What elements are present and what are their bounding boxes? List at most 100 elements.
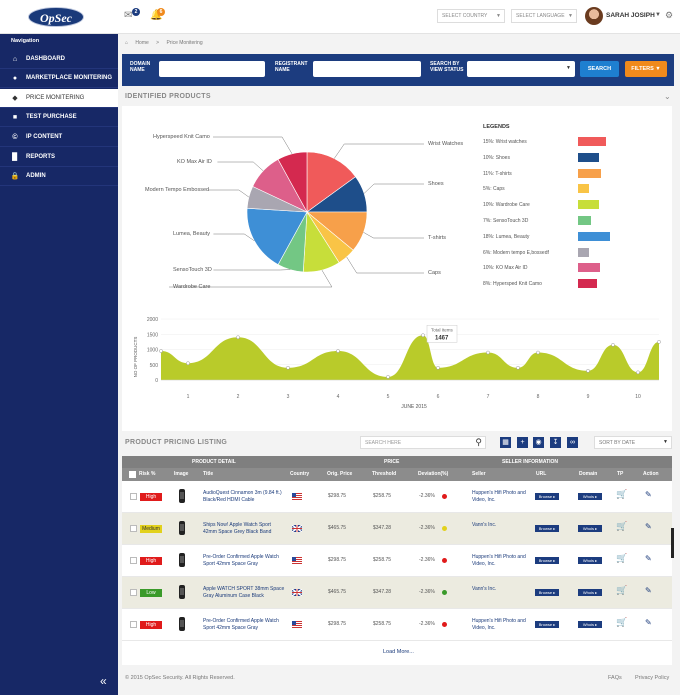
data-point[interactable]	[336, 349, 340, 353]
table-row[interactable]: High AudioQuest Cinnamon 3m (9.84 ft.) Bl…	[122, 481, 672, 513]
browse-button[interactable]: Browse ▸	[535, 621, 559, 628]
whois-button[interactable]: Whois ▸	[578, 557, 602, 564]
language-select[interactable]: SELECT LANGUAGE ▼	[511, 9, 577, 23]
collapse-chevron-icon[interactable]: ⌄	[664, 92, 671, 101]
product-title-link[interactable]: Pre-Order Confirmed Apple Watch Sport 42…	[203, 618, 279, 631]
data-point[interactable]	[421, 333, 425, 338]
domain-name-input[interactable]	[159, 61, 265, 77]
row-checkbox[interactable]	[130, 525, 137, 532]
browse-button[interactable]: Browse ▸	[535, 525, 559, 532]
col-risk[interactable]: Risk %	[139, 471, 156, 477]
cart-icon[interactable]: 🛒	[616, 553, 628, 563]
mail-icon[interactable]: ✉	[124, 10, 133, 21]
table-row[interactable]: Medium Ships Now! Apple Watch Sport 42mm …	[122, 513, 672, 545]
add-icon[interactable]: +	[517, 437, 528, 448]
nav-item-marketplace[interactable]: ● MARKETPLACE MONITERING	[0, 69, 118, 88]
nav-item-test-purchase[interactable]: ■ TEST PURCHASE	[0, 108, 118, 127]
cart-icon[interactable]: 🛒	[616, 617, 628, 627]
whois-button[interactable]: Whois ▸	[578, 493, 602, 500]
download-icon[interactable]: ↧	[550, 437, 561, 448]
pie-slice[interactable]	[277, 151, 308, 213]
seller-link[interactable]: Huppen's Hifi Photo and Video, Inc.	[472, 554, 526, 567]
data-point[interactable]	[657, 340, 661, 344]
footer-faqs-link[interactable]: FAQs	[608, 675, 622, 681]
row-checkbox[interactable]	[130, 589, 137, 596]
col-seller[interactable]: Seller	[472, 471, 486, 477]
product-title-link[interactable]: Ships Now! Apple Watch Sport 42mm Space …	[203, 522, 272, 535]
data-point[interactable]	[186, 361, 190, 366]
data-point[interactable]	[236, 335, 240, 340]
data-point[interactable]	[436, 365, 440, 370]
product-thumbnail[interactable]	[174, 551, 190, 569]
product-title-link[interactable]: Apple WATCH SPORT 38mm Space Gray Alumin…	[203, 586, 285, 599]
country-select[interactable]: SELECT COUNTRY ▼	[437, 9, 505, 23]
data-point[interactable]	[611, 343, 615, 347]
cart-icon[interactable]: 🛒	[616, 585, 628, 595]
opsec-logo[interactable]: OpSec	[28, 7, 84, 27]
nav-item-price-monitering[interactable]: ◆ PRICE MONITERING	[0, 89, 118, 108]
home-icon[interactable]: ⌂	[125, 40, 129, 46]
data-point[interactable]	[516, 365, 520, 370]
product-thumbnail[interactable]	[174, 615, 190, 633]
listing-search-input[interactable]: SEARCH HERE ⚲	[360, 436, 486, 449]
view-status-select[interactable]: ▼	[467, 61, 575, 77]
settings-gear-icon[interactable]: ⚙	[665, 10, 674, 20]
table-row[interactable]: High Pre-Order Confirmed Apple Watch Spor…	[122, 545, 672, 577]
data-point[interactable]	[536, 350, 540, 355]
spreadsheet-icon[interactable]: ▦	[500, 437, 511, 448]
view-eye-icon[interactable]: ◉	[533, 437, 544, 448]
product-thumbnail[interactable]	[174, 519, 190, 537]
col-action[interactable]: Action	[643, 471, 659, 477]
nav-item-dashboard[interactable]: ⌂ DASHBOARD	[0, 50, 118, 69]
seller-link[interactable]: Vann's Inc.	[472, 522, 497, 528]
seller-link[interactable]: Huppen's Hifi Photo and Video, Inc.	[472, 618, 526, 631]
browse-button[interactable]: Browse ▸	[535, 557, 559, 564]
col-country[interactable]: Country	[290, 471, 310, 477]
search-icon[interactable]: ⚲	[475, 437, 482, 447]
filters-button[interactable]: FILTERS ▼	[625, 61, 667, 77]
load-more-link[interactable]: Load More...	[383, 649, 414, 655]
col-deviation[interactable]: Deviation(%)	[418, 471, 449, 477]
pie-slice[interactable]	[306, 151, 356, 213]
user-name[interactable]: SARAH JOSIPH	[606, 12, 655, 19]
col-url[interactable]: URL	[536, 471, 547, 477]
whois-button[interactable]: Whois ▸	[578, 621, 602, 628]
data-point[interactable]	[386, 375, 390, 379]
data-point[interactable]	[586, 369, 590, 373]
whois-button[interactable]: Whois ▸	[578, 589, 602, 596]
data-point[interactable]	[286, 365, 290, 370]
product-thumbnail[interactable]	[174, 583, 190, 601]
edit-pencil-icon[interactable]: ✎	[645, 522, 652, 531]
product-title-link[interactable]: Pre-Order Confirmed Apple Watch Sport 42…	[203, 554, 279, 567]
registrant-name-input[interactable]	[313, 61, 421, 77]
row-checkbox[interactable]	[130, 557, 137, 564]
share-icon[interactable]: ∞	[567, 437, 578, 448]
data-point[interactable]	[159, 349, 163, 353]
cart-icon[interactable]: 🛒	[616, 489, 628, 499]
table-scrollbar[interactable]	[671, 528, 674, 558]
product-thumbnail[interactable]	[174, 487, 190, 505]
data-point[interactable]	[636, 370, 640, 375]
edit-pencil-icon[interactable]: ✎	[645, 586, 652, 595]
cart-icon[interactable]: 🛒	[616, 521, 628, 531]
seller-link[interactable]: Huppen's Hifi Photo and Video, Inc.	[472, 490, 526, 503]
pie-slice[interactable]	[246, 207, 308, 265]
row-checkbox[interactable]	[130, 493, 137, 500]
footer-privacy-link[interactable]: Privacy Policy	[635, 675, 670, 681]
search-button[interactable]: SEARCH	[580, 61, 619, 77]
collapse-sidebar-icon[interactable]: «	[100, 674, 107, 688]
nav-item-ip-content[interactable]: © IP CONTENT	[0, 128, 118, 147]
col-domain[interactable]: Domain	[579, 471, 598, 477]
table-row[interactable]: Low Apple WATCH SPORT 38mm Space Gray Alu…	[122, 577, 672, 609]
breadcrumb-home[interactable]: Home	[135, 40, 149, 46]
table-row[interactable]: High Pre-Order Confirmed Apple Watch Spor…	[122, 609, 672, 641]
edit-pencil-icon[interactable]: ✎	[645, 490, 652, 499]
user-avatar[interactable]	[585, 7, 603, 25]
col-orig-price[interactable]: Orig. Price	[327, 471, 353, 477]
nav-item-admin[interactable]: 🔒 ADMIN	[0, 167, 118, 186]
seller-link[interactable]: Vann's Inc.	[472, 586, 497, 592]
browse-button[interactable]: Browse ▸	[535, 493, 559, 500]
bell-icon[interactable]: 🔔	[150, 10, 163, 21]
edit-pencil-icon[interactable]: ✎	[645, 618, 652, 627]
data-point[interactable]	[486, 350, 490, 355]
